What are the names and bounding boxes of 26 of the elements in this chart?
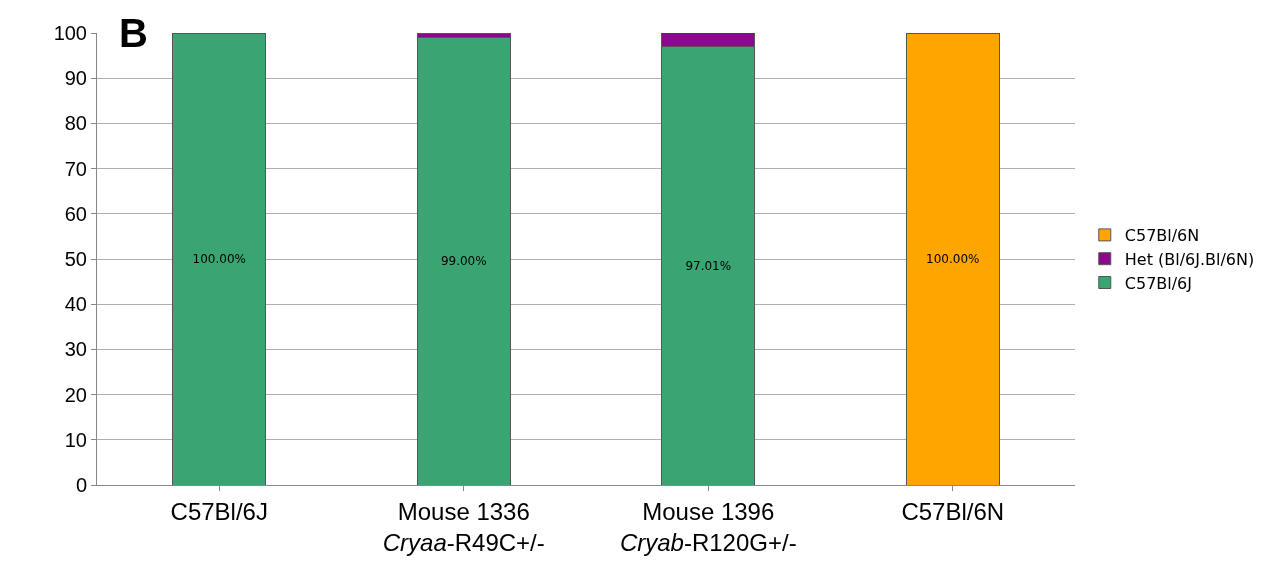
y-tick-label: 100 bbox=[53, 22, 87, 44]
x-tick-label: Mouse 1396 Cryab-R120G+/- bbox=[619, 497, 797, 556]
y-tick-label: 20 bbox=[64, 383, 87, 406]
x-tick-label: Mouse 1336 Cryaa-R49C+/- bbox=[382, 497, 545, 556]
y-tick-label: 60 bbox=[64, 202, 87, 225]
bar bbox=[172, 33, 267, 485]
x-tick-label: C57Bl/6J bbox=[170, 497, 268, 525]
bar bbox=[416, 37, 511, 485]
legend-label: C57Bl/6J bbox=[1124, 273, 1193, 293]
y-tick-label: 10 bbox=[64, 428, 87, 451]
data-label: 99.00% bbox=[440, 254, 487, 269]
data-label: 100.00% bbox=[926, 252, 980, 266]
y-tick-label: 50 bbox=[64, 248, 87, 270]
data-label: 97.01% bbox=[685, 258, 732, 273]
y-tick-label: 40 bbox=[64, 293, 87, 316]
y-tick-label: 80 bbox=[64, 112, 87, 135]
legend-label: C57Bl/6N bbox=[1124, 226, 1200, 246]
y-tick-label: 0 bbox=[75, 474, 87, 496]
legend-label: Het (Bl/6J.Bl/6N) bbox=[1124, 249, 1255, 269]
annotation: B bbox=[119, 11, 148, 55]
y-tick-label: 90 bbox=[64, 67, 87, 90]
y-tick-label: 70 bbox=[64, 157, 87, 180]
data-label: 100.00% bbox=[192, 252, 246, 266]
x-tick-label: C57Bl/6N bbox=[901, 497, 1005, 525]
bar bbox=[905, 33, 1000, 485]
y-tick-label: 30 bbox=[64, 338, 87, 361]
